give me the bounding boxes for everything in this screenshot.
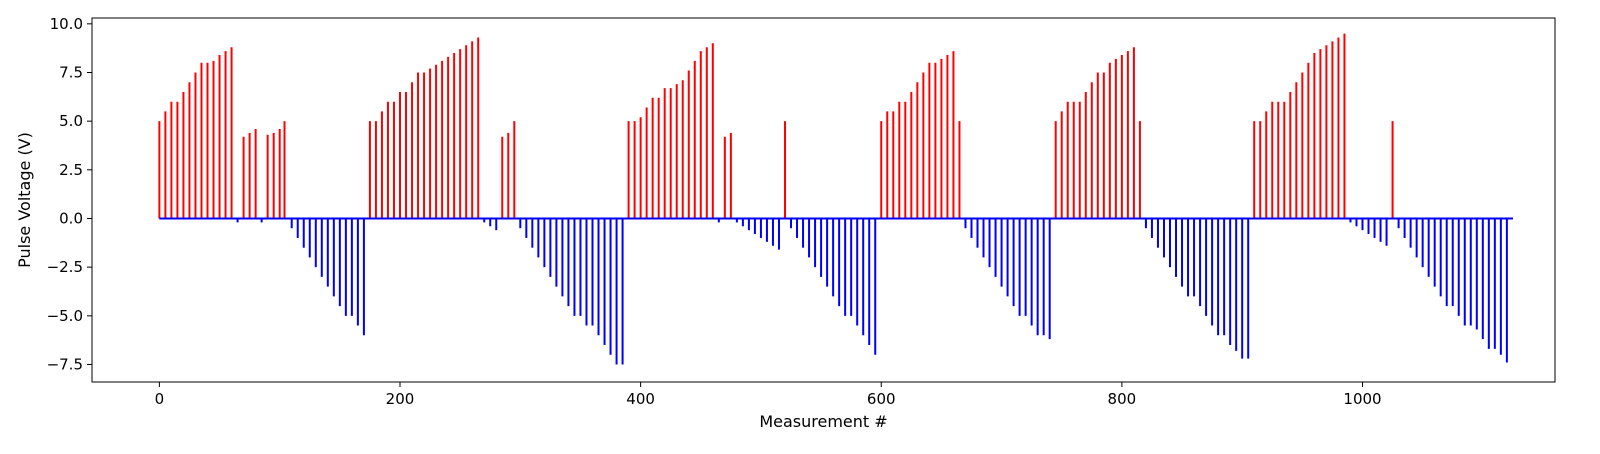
x-tick-label: 800 <box>1108 390 1137 408</box>
y-tick-label: 10.0 <box>50 15 83 33</box>
x-tick-label: 1000 <box>1343 390 1381 408</box>
y-axis-ticks: −7.5 −5.0 −2.5 0.0 2.5 5.0 7.5 10.0 <box>47 15 92 373</box>
y-tick-label: −2.5 <box>47 258 83 276</box>
plot-frame <box>91 17 1556 383</box>
x-tick-label: 400 <box>626 390 655 408</box>
x-tick-label: 200 <box>386 390 415 408</box>
chart-marks <box>158 33 1513 365</box>
x-axis-label: Measurement # <box>759 412 887 431</box>
y-tick-label: 5.0 <box>59 112 83 130</box>
y-tick-label: −7.5 <box>47 355 83 373</box>
y-tick-label: 2.5 <box>59 161 83 179</box>
y-axis-label: Pulse Voltage (V) <box>15 132 34 268</box>
y-tick-label: 7.5 <box>59 64 83 82</box>
x-tick-label: 600 <box>867 390 896 408</box>
x-axis-ticks: 0 200 400 600 800 1000 <box>155 382 1382 408</box>
y-tick-label: 0.0 <box>59 209 83 227</box>
y-tick-label: −5.0 <box>47 307 83 325</box>
x-tick-label: 0 <box>155 390 165 408</box>
